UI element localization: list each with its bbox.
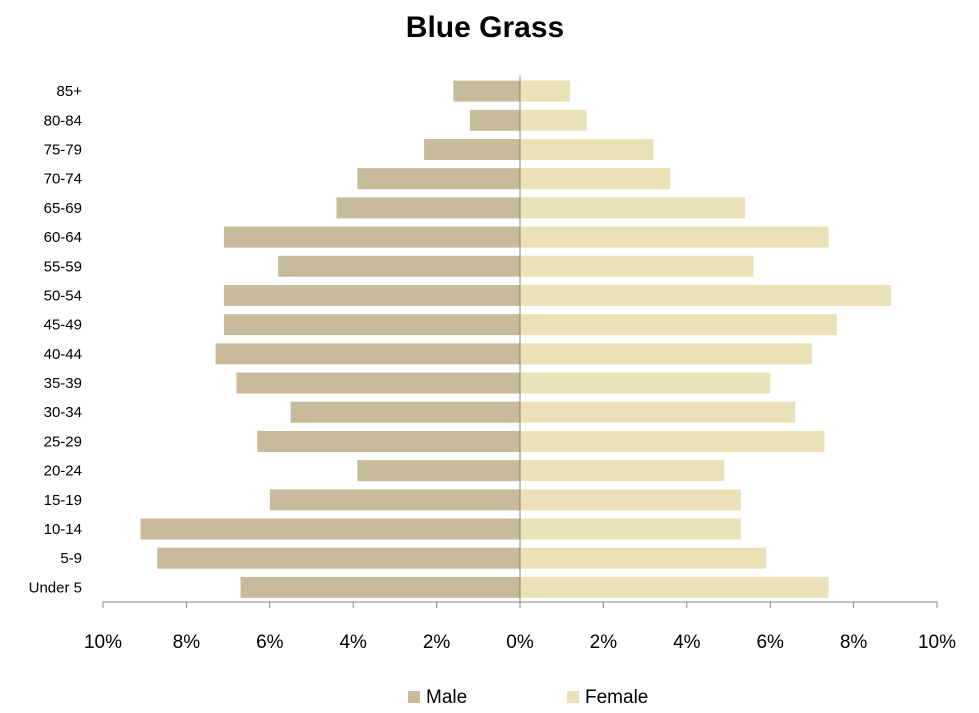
legend: Male Female xyxy=(408,687,648,708)
bar-male-10-14 xyxy=(140,518,520,540)
category-label: 55-59 xyxy=(44,258,82,275)
x-tick-label: 2% xyxy=(423,632,451,653)
category-label: 50-54 xyxy=(44,287,82,304)
category-label: 60-64 xyxy=(44,229,82,246)
bar-female-30-34 xyxy=(520,401,796,423)
legend-swatch-male xyxy=(408,691,420,703)
bar-male-20-24 xyxy=(357,460,520,482)
category-label: 70-74 xyxy=(44,171,82,188)
category-label: 45-49 xyxy=(44,317,82,334)
x-axis: 10% 8% 6% 4% 2% 0% 2% 4% 6% 8% 10% xyxy=(84,76,956,653)
bar-female-55-59 xyxy=(520,255,754,277)
legend-label-female: Female xyxy=(585,687,648,708)
bar-male-35-39 xyxy=(236,372,520,394)
bar-female-80-84 xyxy=(520,109,587,131)
x-tick-label: 6% xyxy=(256,632,284,653)
bar-female-65-69 xyxy=(520,197,746,219)
bar-male-70-74 xyxy=(357,168,520,190)
bar-male-under-5 xyxy=(240,576,521,598)
category-label: 10-14 xyxy=(44,521,82,538)
x-tick-label: 6% xyxy=(756,632,784,653)
bar-male-40-44 xyxy=(215,343,520,365)
category-label: 80-84 xyxy=(44,112,82,129)
category-label: 15-19 xyxy=(44,492,82,509)
category-label: 65-69 xyxy=(44,200,82,217)
bar-male-45-49 xyxy=(223,314,520,336)
x-tick-label: 8% xyxy=(173,632,201,653)
category-label: 5-9 xyxy=(60,550,82,567)
legend-label-male: Male xyxy=(426,687,467,708)
bar-female-20-24 xyxy=(520,460,725,482)
bar-male-15-19 xyxy=(269,489,520,511)
bar-female-70-74 xyxy=(520,168,671,190)
bar-male-65-69 xyxy=(336,197,520,219)
bar-male-60-64 xyxy=(223,226,520,248)
x-tick-label: 2% xyxy=(590,632,618,653)
bar-female-10-14 xyxy=(520,518,742,540)
x-tick-label: 8% xyxy=(840,632,868,653)
bar-female-5-9 xyxy=(520,547,767,569)
x-tick-label: 4% xyxy=(673,632,701,653)
bar-male-25-29 xyxy=(257,430,520,452)
bar-female-75-79 xyxy=(520,138,654,160)
bar-male-75-79 xyxy=(424,138,520,160)
bar-female-40-44 xyxy=(520,343,812,365)
x-tick-label: 4% xyxy=(339,632,367,653)
bar-female-45-49 xyxy=(520,314,837,336)
bar-male-85+ xyxy=(453,80,520,102)
category-label: 85+ xyxy=(57,83,83,100)
bar-female-under-5 xyxy=(520,576,829,598)
x-tick-label: 10% xyxy=(918,632,956,653)
legend-swatch-female xyxy=(567,691,579,703)
category-label: 35-39 xyxy=(44,375,82,392)
x-tick-label: 0% xyxy=(506,632,534,653)
category-label: 20-24 xyxy=(44,463,82,480)
bar-female-50-54 xyxy=(520,284,892,306)
category-label: Under 5 xyxy=(29,579,82,596)
bar-male-55-59 xyxy=(278,255,520,277)
x-tick-label: 10% xyxy=(84,632,122,653)
category-labels: Under 5 5-9 10-14 15-19 20-24 25-29 30-34 35-39… xyxy=(29,83,83,596)
category-label: 40-44 xyxy=(44,346,82,363)
bar-male-50-54 xyxy=(223,284,520,306)
bar-male-80-84 xyxy=(469,109,520,131)
bar-female-25-29 xyxy=(520,430,825,452)
bar-female-15-19 xyxy=(520,489,742,511)
bar-male-30-34 xyxy=(290,401,520,423)
category-label: 30-34 xyxy=(44,404,82,421)
category-label: 75-79 xyxy=(44,141,82,158)
chart-title: Blue Grass xyxy=(406,11,564,44)
bar-female-60-64 xyxy=(520,226,829,248)
bar-female-85+ xyxy=(520,80,571,102)
bar-male-5-9 xyxy=(157,547,520,569)
bars-group xyxy=(140,80,892,598)
category-label: 25-29 xyxy=(44,433,82,450)
bar-female-35-39 xyxy=(520,372,771,394)
